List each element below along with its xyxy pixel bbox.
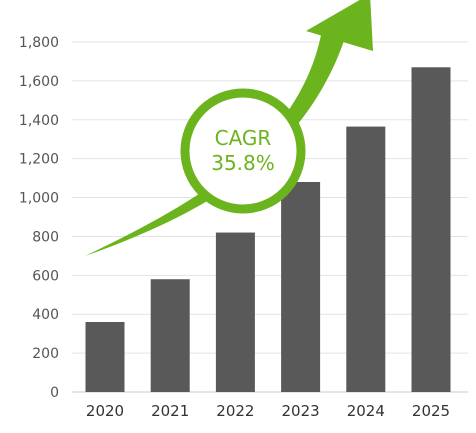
x-axis-ticks: 2020 2021 2022 2023 2024 2025 bbox=[86, 402, 450, 420]
y-axis-ticks: 0 200 400 600 800 1,000 1,200 1,400 1,600 1,800 bbox=[19, 35, 59, 401]
y-tick-label: 0 bbox=[50, 385, 59, 401]
y-tick-label: 1,200 bbox=[19, 152, 59, 168]
x-tick-label: 2022 bbox=[216, 402, 254, 420]
bar-2021 bbox=[150, 279, 190, 392]
bar-2023 bbox=[281, 182, 321, 392]
y-tick-label: 600 bbox=[32, 268, 59, 284]
bar-2022 bbox=[215, 232, 255, 392]
growth-arrow-shaft bbox=[85, 30, 345, 256]
bar-2024 bbox=[346, 126, 386, 392]
gridlines bbox=[72, 41, 468, 393]
y-tick-label: 200 bbox=[32, 346, 59, 362]
x-tick-label: 2025 bbox=[412, 402, 450, 420]
y-tick-label: 1,400 bbox=[19, 113, 59, 129]
x-tick-label: 2023 bbox=[282, 402, 320, 420]
cagr-circle bbox=[180, 88, 306, 214]
growth-arrow-head bbox=[306, 0, 373, 51]
y-tick-label: 1,600 bbox=[19, 74, 59, 90]
y-tick-label: 1,000 bbox=[19, 191, 59, 207]
bar-2020 bbox=[85, 322, 125, 392]
y-tick-label: 1,800 bbox=[19, 35, 59, 51]
cagr-label: CAGR bbox=[215, 126, 272, 150]
cagr-badge: CAGR 35.8% bbox=[180, 88, 306, 214]
x-tick-label: 2024 bbox=[347, 402, 385, 420]
cagr-value: 35.8% bbox=[211, 151, 275, 175]
x-tick-label: 2020 bbox=[86, 402, 124, 420]
x-tick-label: 2021 bbox=[151, 402, 189, 420]
y-tick-label: 400 bbox=[32, 307, 59, 323]
bars bbox=[85, 67, 451, 393]
growth-arrow bbox=[85, 0, 373, 256]
y-tick-label: 800 bbox=[32, 229, 59, 245]
bar-2025 bbox=[411, 67, 451, 393]
